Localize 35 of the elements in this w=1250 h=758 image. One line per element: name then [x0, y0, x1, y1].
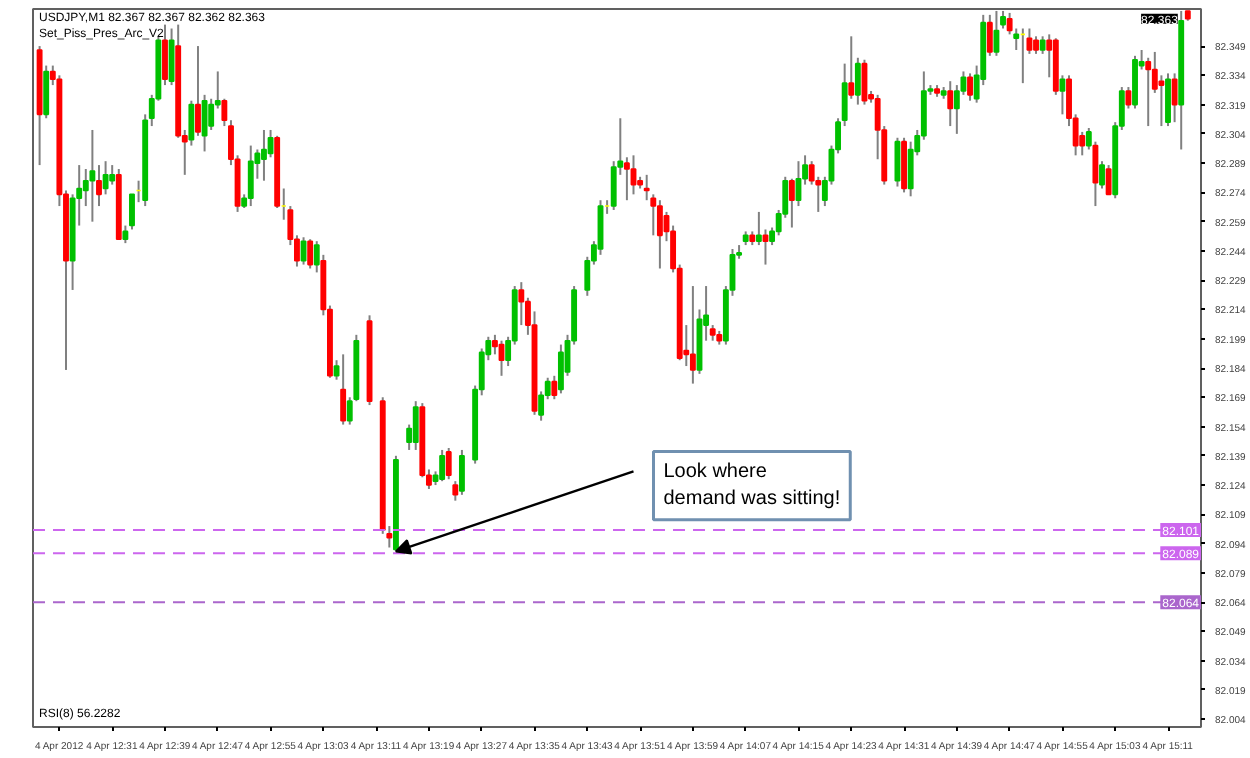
candlestick [412, 400, 419, 451]
candlestick [1171, 72, 1178, 124]
candlestick [247, 144, 254, 208]
candlestick [947, 80, 954, 128]
candlestick [43, 64, 50, 120]
candlestick [445, 446, 452, 481]
candlestick [1165, 72, 1171, 128]
candlestick [967, 72, 973, 102]
candlestick [557, 343, 564, 395]
candlestick [656, 199, 663, 270]
candlestick [901, 136, 907, 194]
candlestick [993, 9, 1000, 57]
candlestick [1125, 86, 1132, 110]
candlestick [307, 238, 314, 270]
candlestick [1132, 54, 1138, 110]
candlestick [1105, 164, 1112, 196]
candlestick [1158, 74, 1165, 128]
candlestick [788, 177, 795, 229]
candlestick [340, 353, 347, 426]
candlestick [195, 45, 201, 137]
candlestick [518, 281, 525, 327]
annotation: Look where demand was sitting! [663, 461, 841, 510]
candlestick [109, 164, 116, 186]
candlestick [643, 173, 650, 202]
candlestick [1059, 74, 1066, 116]
candlestick [89, 128, 96, 223]
candlestick [689, 285, 696, 385]
candlestick [458, 448, 465, 496]
candlestick [848, 35, 855, 100]
candlestick [755, 210, 762, 247]
candlestick [1145, 56, 1152, 128]
candlestick [261, 128, 267, 182]
candlestick [439, 448, 446, 483]
candlestick [986, 13, 993, 57]
candlestick [162, 23, 168, 87]
